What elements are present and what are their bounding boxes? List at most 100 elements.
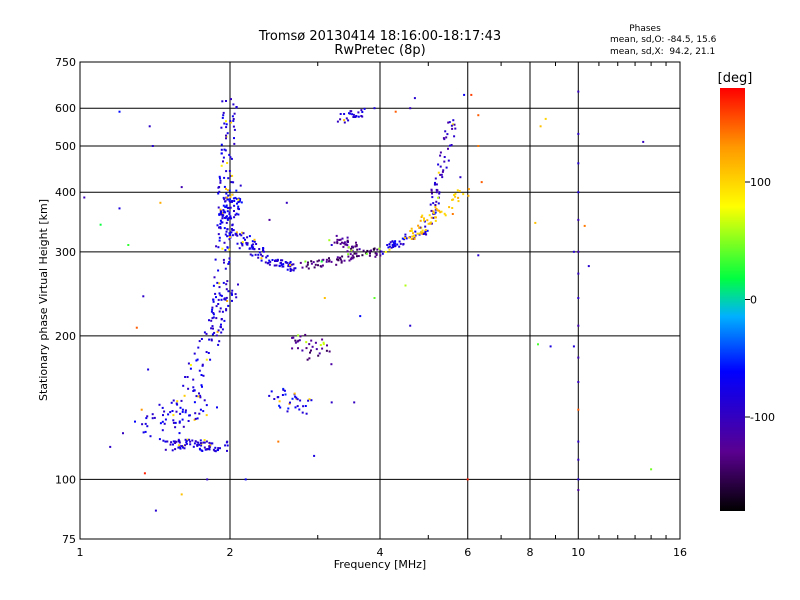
data-point — [236, 242, 239, 245]
data-point — [182, 425, 185, 428]
data-point — [205, 440, 208, 443]
data-point — [424, 229, 427, 231]
data-point — [294, 341, 297, 344]
data-point — [145, 417, 148, 420]
data-point — [435, 183, 438, 186]
data-point — [307, 261, 309, 264]
data-point — [356, 248, 359, 251]
data-point — [218, 236, 221, 239]
data-point — [212, 448, 215, 451]
y-axis-ticks: 75 100 200 300 400 500 600 750 — [55, 56, 76, 546]
data-point — [284, 393, 287, 396]
data-point — [228, 238, 231, 241]
data-point — [225, 230, 228, 233]
data-point — [234, 293, 237, 296]
data-point — [325, 260, 328, 263]
data-point — [181, 418, 184, 421]
data-point — [432, 212, 435, 214]
data-point — [223, 122, 226, 125]
data-point — [228, 213, 231, 216]
data-point — [434, 177, 437, 180]
data-point — [211, 308, 214, 311]
data-point — [305, 265, 308, 268]
data-point — [346, 250, 349, 253]
data-point — [141, 423, 144, 426]
data-point — [211, 306, 214, 309]
data-point — [210, 310, 213, 313]
x-tick-label: 10 — [571, 546, 585, 559]
data-point — [203, 399, 206, 402]
data-point — [413, 237, 416, 240]
data-point — [355, 244, 358, 246]
data-point — [466, 478, 469, 481]
data-point — [402, 243, 405, 246]
data-point — [390, 246, 393, 249]
data-point — [326, 344, 328, 347]
y-tick-label: 500 — [55, 140, 76, 153]
data-point — [188, 414, 191, 417]
data-point — [424, 225, 427, 228]
data-point — [240, 201, 243, 204]
data-point — [166, 440, 169, 443]
data-point — [224, 444, 227, 447]
data-point — [430, 216, 433, 219]
data-point — [339, 238, 342, 241]
data-point — [434, 219, 437, 222]
data-point — [454, 195, 457, 198]
data-point — [229, 233, 232, 236]
data-point — [368, 250, 371, 253]
data-point — [315, 348, 318, 351]
data-point — [228, 189, 231, 192]
data-point — [427, 222, 430, 225]
data-point — [316, 260, 319, 263]
data-point — [174, 421, 177, 424]
data-point — [238, 247, 241, 250]
data-point — [237, 205, 240, 208]
data-point — [225, 288, 228, 291]
data-point — [220, 331, 223, 334]
data-point — [154, 509, 157, 512]
data-point — [441, 170, 444, 173]
data-point — [441, 176, 444, 179]
data-point — [430, 189, 433, 192]
data-point — [477, 145, 480, 147]
data-point — [456, 189, 459, 192]
colorbar-tick-label: 100 — [750, 176, 771, 189]
data-point — [189, 440, 192, 443]
data-point — [164, 448, 167, 451]
data-point — [291, 397, 294, 400]
data-point — [351, 245, 354, 248]
data-point — [192, 390, 195, 392]
data-point — [163, 422, 166, 425]
data-point — [349, 258, 352, 261]
data-point — [239, 233, 241, 236]
data-point — [292, 336, 295, 339]
data-point — [193, 442, 196, 445]
data-point — [225, 126, 228, 129]
data-point — [217, 192, 220, 195]
data-point — [231, 234, 234, 237]
data-point — [218, 186, 221, 188]
data-point — [340, 260, 343, 263]
data-point — [421, 229, 424, 232]
data-point — [147, 368, 150, 371]
data-point — [343, 121, 346, 124]
data-point — [318, 352, 321, 355]
data-point — [172, 440, 175, 443]
data-point — [348, 259, 351, 262]
data-point — [394, 110, 397, 113]
data-point — [313, 454, 316, 457]
data-point — [228, 207, 231, 209]
data-point — [222, 281, 225, 284]
data-point — [234, 233, 237, 236]
data-point — [175, 410, 178, 413]
data-point — [193, 352, 196, 355]
data-point — [337, 258, 339, 261]
data-point — [457, 196, 460, 199]
data-point — [577, 191, 580, 194]
data-point — [432, 216, 435, 219]
data-point — [232, 103, 235, 106]
data-point — [289, 270, 292, 272]
data-point — [262, 247, 265, 250]
data-point — [230, 98, 232, 101]
